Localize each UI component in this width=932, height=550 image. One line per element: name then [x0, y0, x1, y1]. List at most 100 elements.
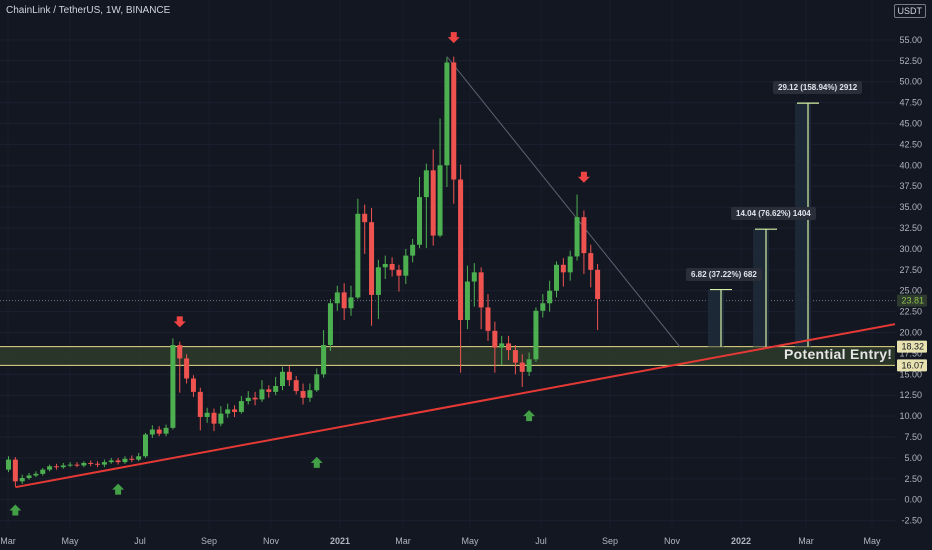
candle [197, 387, 203, 431]
y-tick-label: 37.50 [899, 181, 922, 191]
candle [396, 264, 402, 292]
candle-body [369, 222, 375, 295]
candle [12, 457, 18, 487]
y-tick-label: 45.00 [899, 119, 922, 129]
candle-body [163, 427, 169, 434]
candle [273, 376, 279, 396]
candle [307, 383, 313, 402]
candle-body [396, 269, 402, 276]
candle [560, 258, 566, 287]
candle [410, 238, 416, 263]
candle-body [95, 463, 101, 465]
potential-entry-annotation: Potential Entry! [784, 346, 893, 362]
candle [444, 57, 450, 188]
candle [471, 263, 477, 307]
candle-body [362, 213, 368, 223]
candle-body [170, 345, 176, 428]
candle [423, 163, 429, 249]
y-tick-label: 20.00 [899, 328, 922, 338]
y-tick-label: 55.00 [899, 35, 922, 45]
candle-body [574, 217, 580, 257]
candle [512, 345, 518, 375]
x-tick-label: Sep [201, 536, 217, 546]
candle [266, 385, 272, 398]
candle-body [12, 459, 18, 482]
candle [506, 335, 512, 361]
candle-body [430, 170, 436, 236]
y-tick-label: 50.00 [899, 77, 922, 87]
candle-body [259, 389, 265, 400]
candle-body [307, 390, 313, 398]
candle-body [533, 310, 539, 360]
candle [101, 459, 107, 468]
candle-body [101, 462, 107, 465]
y-tick-label: 35.00 [899, 202, 922, 212]
candle-body [122, 458, 128, 463]
entry-zone [0, 346, 895, 366]
candle-body [417, 197, 422, 245]
candle-body [266, 389, 272, 392]
candle-body [225, 409, 231, 414]
candle-body [88, 462, 94, 464]
y-tick-label: -2.50 [901, 516, 922, 526]
candle [574, 194, 580, 261]
resistance-lower-tag: 16.07 [897, 359, 927, 372]
target-2-box [753, 229, 769, 347]
candle-body [403, 255, 409, 276]
candle [143, 432, 148, 458]
candle [355, 198, 361, 300]
candle-body [314, 374, 320, 391]
resistance-lower-tag-text: 16.07 [901, 360, 924, 370]
candle [464, 265, 470, 330]
up-arrow-icon [9, 504, 22, 516]
y-tick-label: 0.00 [904, 495, 922, 505]
candle [581, 210, 587, 274]
candle [547, 280, 553, 312]
candle-body [26, 475, 32, 478]
candle [588, 244, 594, 288]
candle-body [560, 264, 566, 273]
candle-body [451, 62, 457, 180]
candle-body [512, 350, 518, 363]
candle [218, 406, 224, 427]
candle [245, 391, 251, 405]
candle-body [321, 345, 327, 375]
candle-body [190, 378, 196, 392]
y-tick-label: 22.50 [899, 307, 922, 317]
candle [334, 285, 340, 311]
candle [184, 354, 190, 384]
candle-body [177, 345, 183, 359]
candle [149, 425, 155, 438]
candle-body [554, 264, 559, 291]
candle-body [410, 244, 416, 256]
candle-body [464, 281, 470, 320]
target-3-callout: 29.12 (158.94%) 2912 [773, 81, 863, 95]
x-tick-label: Jul [134, 536, 146, 546]
candle-body [6, 459, 11, 470]
x-tick-label: Sep [602, 536, 618, 546]
candle [6, 456, 11, 473]
y-tick-label: 52.50 [899, 56, 922, 66]
candle [526, 352, 532, 376]
current-price-tag-bg [897, 294, 927, 307]
candle [108, 457, 114, 464]
candle-body [67, 464, 73, 466]
candle [225, 403, 231, 418]
y-tick-label: 32.50 [899, 223, 922, 233]
candle [19, 474, 25, 484]
candle [567, 250, 573, 281]
candle-body [567, 256, 573, 273]
candle-body [136, 456, 142, 460]
currency-label[interactable]: USDT [893, 4, 926, 18]
candle [252, 391, 258, 406]
support-trendline [15, 323, 896, 489]
candle-body [506, 343, 512, 351]
candle [74, 462, 80, 468]
candle [60, 462, 66, 469]
candle [88, 460, 94, 467]
candle-body [547, 290, 553, 304]
candle-body [389, 263, 395, 270]
up-arrow-icon [523, 410, 536, 422]
candle-body [143, 434, 148, 457]
candle-body [471, 272, 477, 282]
